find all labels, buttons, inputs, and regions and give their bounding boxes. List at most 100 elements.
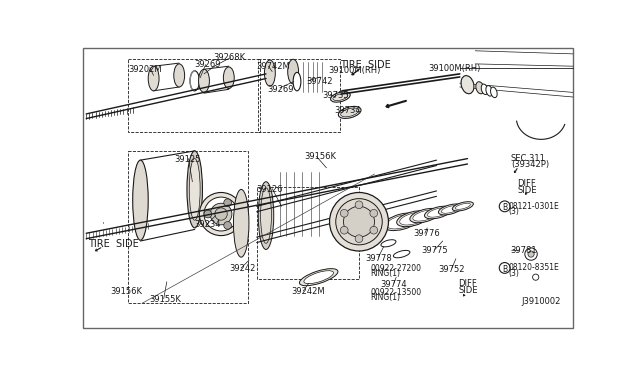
Text: (3): (3) xyxy=(509,269,520,278)
Ellipse shape xyxy=(452,202,474,211)
Polygon shape xyxy=(274,173,326,235)
Ellipse shape xyxy=(438,204,463,215)
Text: 39242: 39242 xyxy=(229,264,255,273)
Text: 08121-0301E: 08121-0301E xyxy=(509,202,559,211)
Bar xyxy=(128,58,260,132)
Text: 39100M(RH): 39100M(RH) xyxy=(328,66,380,75)
Ellipse shape xyxy=(394,250,410,258)
Text: (3): (3) xyxy=(509,207,520,216)
Text: 39202M: 39202M xyxy=(128,65,162,74)
Ellipse shape xyxy=(499,263,510,273)
Ellipse shape xyxy=(198,69,209,92)
Text: 39100M(RH): 39100M(RH) xyxy=(429,64,481,73)
Ellipse shape xyxy=(210,203,232,225)
Ellipse shape xyxy=(370,226,378,234)
Text: 39268K: 39268K xyxy=(213,53,245,62)
Ellipse shape xyxy=(428,208,449,217)
Text: J3910002: J3910002 xyxy=(522,297,561,306)
Text: 39234: 39234 xyxy=(195,220,221,229)
Ellipse shape xyxy=(190,71,199,91)
Text: 39776: 39776 xyxy=(413,230,440,238)
Text: 08120-8351E: 08120-8351E xyxy=(509,263,559,272)
Ellipse shape xyxy=(340,209,348,217)
Ellipse shape xyxy=(481,84,488,94)
Ellipse shape xyxy=(259,182,274,250)
Ellipse shape xyxy=(260,188,271,243)
Ellipse shape xyxy=(413,210,437,221)
Text: 39156K: 39156K xyxy=(110,287,142,296)
Bar xyxy=(259,58,340,132)
Ellipse shape xyxy=(264,60,275,86)
Ellipse shape xyxy=(424,206,452,219)
Ellipse shape xyxy=(148,66,159,91)
Ellipse shape xyxy=(355,201,363,209)
Text: B: B xyxy=(502,265,508,274)
Ellipse shape xyxy=(204,197,238,231)
Polygon shape xyxy=(298,62,328,92)
Ellipse shape xyxy=(132,160,148,240)
Text: 39735: 39735 xyxy=(322,91,348,100)
Ellipse shape xyxy=(397,211,430,227)
Polygon shape xyxy=(433,174,440,210)
Text: TIRE  SIDE: TIRE SIDE xyxy=(88,239,138,248)
Ellipse shape xyxy=(344,206,374,237)
Text: 39269: 39269 xyxy=(268,85,294,94)
Text: 39781: 39781 xyxy=(510,246,537,256)
Text: 39126: 39126 xyxy=(257,185,284,194)
Text: 39742M: 39742M xyxy=(257,62,291,71)
Text: (39342P): (39342P) xyxy=(511,160,549,169)
Text: 00922-27200: 00922-27200 xyxy=(371,264,422,273)
Text: 00922-13500: 00922-13500 xyxy=(371,288,422,297)
Ellipse shape xyxy=(383,213,420,231)
Text: 39155K: 39155K xyxy=(150,295,182,304)
Text: RING(1): RING(1) xyxy=(371,294,401,302)
Text: RING(1): RING(1) xyxy=(371,269,401,279)
Ellipse shape xyxy=(189,158,200,220)
Text: 39778: 39778 xyxy=(365,254,392,263)
Ellipse shape xyxy=(340,108,359,117)
Ellipse shape xyxy=(336,199,382,245)
Ellipse shape xyxy=(370,209,378,217)
Text: 39242M: 39242M xyxy=(291,287,324,296)
Ellipse shape xyxy=(339,106,361,118)
Ellipse shape xyxy=(381,240,396,247)
Bar xyxy=(128,151,248,303)
Ellipse shape xyxy=(187,151,202,228)
Ellipse shape xyxy=(304,271,333,284)
Text: SIDE: SIDE xyxy=(458,286,477,295)
Ellipse shape xyxy=(199,192,243,235)
Text: 39774: 39774 xyxy=(381,280,407,289)
Ellipse shape xyxy=(330,192,388,251)
Polygon shape xyxy=(204,66,229,93)
Ellipse shape xyxy=(455,203,470,209)
Ellipse shape xyxy=(355,235,363,243)
Ellipse shape xyxy=(293,73,301,91)
Text: DIFF: DIFF xyxy=(517,179,536,188)
Ellipse shape xyxy=(224,199,232,206)
Polygon shape xyxy=(241,182,269,259)
Ellipse shape xyxy=(331,92,350,102)
Text: TIRE  SIDE: TIRE SIDE xyxy=(340,60,390,70)
Ellipse shape xyxy=(204,210,212,218)
Ellipse shape xyxy=(525,248,537,260)
Ellipse shape xyxy=(490,87,497,97)
Text: 39156K: 39156K xyxy=(305,153,337,161)
Text: 39734: 39734 xyxy=(334,106,361,115)
Ellipse shape xyxy=(223,67,234,89)
Ellipse shape xyxy=(224,222,232,229)
Polygon shape xyxy=(140,151,195,241)
Ellipse shape xyxy=(476,82,484,94)
Polygon shape xyxy=(100,223,109,268)
Ellipse shape xyxy=(288,59,298,84)
Polygon shape xyxy=(460,49,573,118)
Polygon shape xyxy=(154,63,179,91)
Text: 39269: 39269 xyxy=(195,60,221,69)
Bar xyxy=(257,187,359,279)
Ellipse shape xyxy=(333,93,348,100)
Ellipse shape xyxy=(174,64,184,87)
Text: 39775: 39775 xyxy=(421,246,447,256)
Text: 39752: 39752 xyxy=(438,265,465,274)
Ellipse shape xyxy=(528,251,534,257)
Text: 39125: 39125 xyxy=(175,155,201,164)
Ellipse shape xyxy=(532,274,539,280)
